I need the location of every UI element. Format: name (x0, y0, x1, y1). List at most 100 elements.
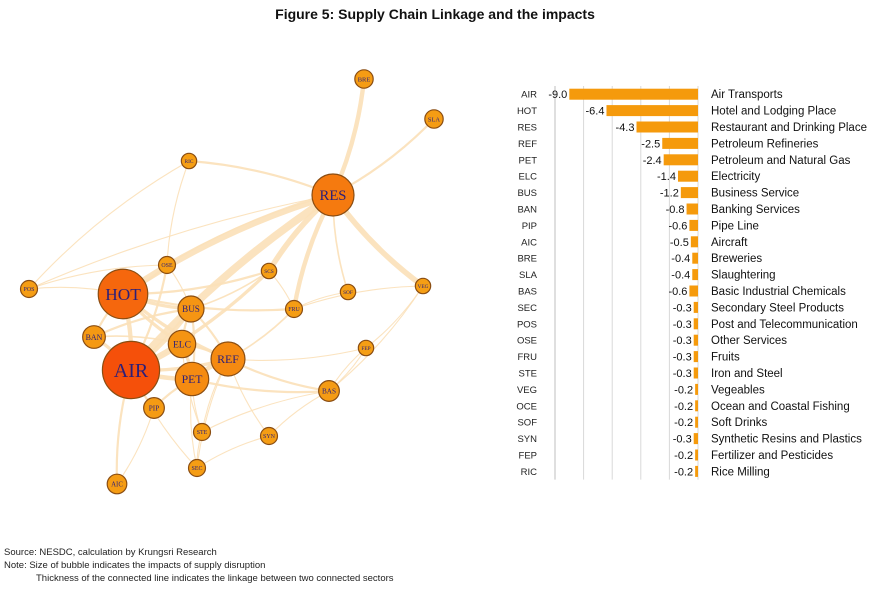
node-pos: POS (19, 279, 39, 299)
sector-name: Breweries (711, 253, 762, 265)
edge-ric-ose (166, 160, 190, 266)
data-label: -0.3 (673, 319, 692, 331)
sector-name: Fruits (711, 352, 740, 364)
node-elc: ELC (167, 329, 197, 359)
category-code: BAS (518, 287, 537, 298)
sector-name: Iron and Steel (711, 368, 783, 380)
source-note: Source: NESDC, calculation by Krungsri R… (4, 547, 217, 558)
edge-bas-syn (268, 390, 330, 437)
node-label: BRE (358, 76, 371, 83)
bar-row-sec: SEC -0.3 Secondary Steel Products (517, 301, 844, 314)
node-label: SOF (343, 290, 353, 296)
node-bubble (174, 361, 210, 397)
sector-name: Banking Services (711, 204, 800, 216)
category-code: VEG (517, 385, 537, 396)
node-bre: BRE (354, 69, 374, 89)
node-res: RES (311, 173, 355, 217)
edge-res-ose (166, 194, 334, 266)
category-code: RIC (521, 467, 538, 478)
node-label: BAS (322, 388, 336, 396)
edge-ric-pos (28, 160, 190, 290)
sector-name: Business Service (711, 188, 799, 200)
node-label: SEC (192, 466, 203, 472)
data-label: -0.4 (671, 270, 690, 282)
category-code: BRE (517, 254, 537, 265)
category-code: HOT (517, 106, 537, 117)
data-label: -0.3 (673, 368, 692, 380)
node-bubble (82, 325, 106, 349)
node-fep: FEP (357, 339, 375, 357)
data-label: -0.3 (673, 352, 692, 364)
thickness-note: Thickness of the connected line indicate… (36, 573, 394, 584)
data-label: -0.4 (671, 253, 690, 265)
node-bubble (259, 426, 279, 446)
node-ban: BAN (82, 325, 106, 349)
edge-res-pos (28, 194, 334, 290)
edge-res-air (127, 191, 337, 374)
edge-res-hot (119, 191, 337, 298)
network-nodes: RES HOT AIR BUS ELC REF PET BAN PIP OSE SCS FRU SOF V… (19, 69, 444, 495)
data-label: -2.5 (641, 138, 660, 150)
category-code: FRU (517, 352, 537, 363)
bar-row-bas: BAS -0.6 Basic Industrial Chemicals (518, 285, 846, 298)
edge-aic-pip (116, 407, 155, 485)
node-bubble (180, 152, 198, 170)
data-label: -2.4 (643, 155, 662, 167)
data-label: -1.2 (660, 188, 679, 200)
edge-bas-veg (328, 285, 424, 392)
sector-name: Slaughtering (711, 270, 776, 282)
data-label: -0.2 (674, 466, 693, 478)
data-label: -4.3 (616, 122, 635, 134)
node-label: FRU (288, 307, 300, 313)
bar-row-hot: HOT -6.4 Hotel and Lodging Place (517, 105, 836, 118)
bar (686, 203, 698, 215)
data-label: -0.6 (668, 220, 687, 232)
bar-row-ric: RIC -0.2 Rice Milling (521, 465, 770, 478)
bar-row-sla: SLA -0.4 Slaughtering (519, 269, 776, 282)
sector-name: Hotel and Lodging Place (711, 106, 836, 118)
bar-row-bus: BUS -1.2 Business Service (517, 187, 799, 200)
node-bubble (260, 262, 278, 280)
node-hot: HOT (97, 268, 149, 320)
node-bubble (106, 473, 128, 495)
data-label: -6.4 (586, 106, 605, 118)
edge-res-ric (187, 159, 335, 197)
bar-row-pip: PIP -0.6 Pipe Line (522, 219, 759, 232)
node-bubble (19, 279, 39, 299)
bar-row-veg: VEG -0.2 Vegeables (517, 383, 765, 396)
category-code: REF (518, 139, 537, 150)
node-label: HOT (105, 285, 141, 304)
bar-row-oce: OCE -0.2 Ocean and Coastal Fishing (516, 400, 850, 413)
node-bubble (311, 173, 355, 217)
bar (693, 318, 698, 330)
node-label: AIC (111, 481, 123, 488)
notes: Source: NESDC, calculation by Krungsri R… (4, 546, 394, 585)
category-code: SYN (517, 434, 537, 445)
bar-row-fep: FEP -0.2 Fertilizer and Pesticides (519, 449, 833, 462)
node-veg: VEG (414, 277, 432, 295)
node-label: AIR (114, 360, 149, 382)
bar (677, 170, 698, 182)
node-pet: PET (174, 361, 210, 397)
node-label: RIC (185, 159, 194, 165)
bar (569, 88, 698, 100)
node-label: OSE (161, 263, 173, 269)
node-sof: SOF (339, 283, 357, 301)
sector-name: Post and Telecommunication (711, 319, 858, 331)
node-sec: SEC (187, 458, 207, 478)
node-bas: BAS (318, 380, 340, 402)
edge-ose-pos (28, 264, 168, 290)
bar-row-sof: SOF -0.2 Soft Drinks (517, 416, 767, 429)
node-bubble (97, 268, 149, 320)
bar (692, 252, 698, 264)
node-bubble (210, 341, 246, 377)
category-code: POS (517, 319, 537, 330)
bar-row-ref: REF -2.5 Petroleum Refineries (518, 137, 819, 150)
node-ref: REF (210, 341, 246, 377)
category-code: OSE (517, 336, 537, 347)
node-bubble (424, 109, 444, 129)
data-label: -0.6 (668, 286, 687, 298)
bar (693, 433, 698, 445)
data-label: -0.2 (674, 384, 693, 396)
bar-row-syn: SYN -0.3 Synthetic Resins and Plastics (517, 433, 862, 446)
